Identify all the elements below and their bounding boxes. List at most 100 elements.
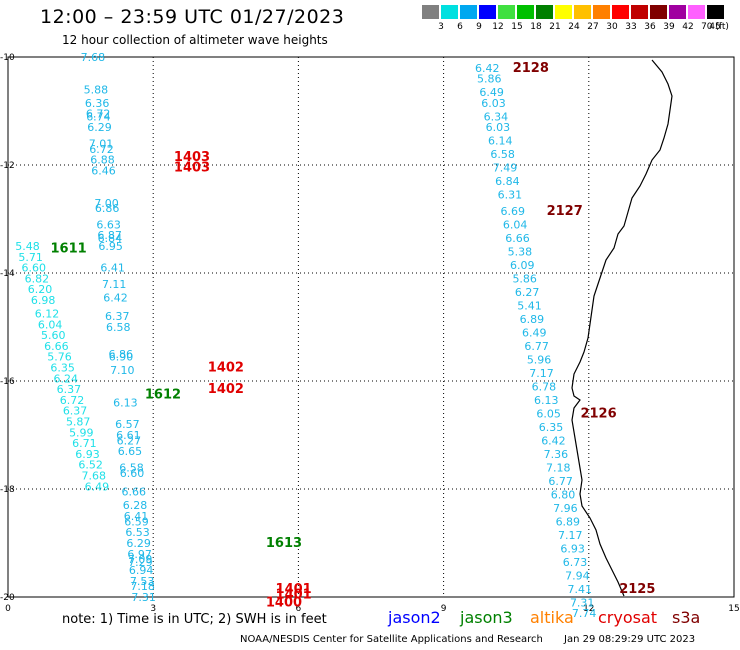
wave-height-label: 6.29 xyxy=(87,121,112,134)
wave-height-label: 7.00 xyxy=(94,197,119,210)
wave-height-label: 6.77 xyxy=(524,340,549,353)
wave-height-label: 6.52 xyxy=(78,459,103,472)
scale-swatch xyxy=(612,5,629,19)
pass-id-label: 1403 xyxy=(174,161,210,176)
wave-height-label: 6.31 xyxy=(498,189,523,202)
wave-height-label: 7.18 xyxy=(546,461,571,474)
wave-height-label: 7.18 xyxy=(130,580,155,593)
scale-label: 33 xyxy=(625,22,637,32)
wave-height-label: 6.37 xyxy=(105,310,129,323)
map-title: 12:00 – 23:59 UTC 01/27/2023 xyxy=(40,6,345,28)
wave-height-label: 5.48 xyxy=(15,240,40,253)
wave-height-label: 6.49 xyxy=(479,86,504,99)
scale-label: 39 xyxy=(663,22,675,32)
scale-label: 18 xyxy=(530,22,542,32)
wave-height-label: 5.87 xyxy=(66,416,91,429)
scale-swatch xyxy=(631,5,648,19)
y-tick-label: -14 xyxy=(0,269,15,279)
wave-height-label: 6.41 xyxy=(124,510,149,523)
scale-swatch xyxy=(669,5,686,19)
wave-height-label: 6.82 xyxy=(25,272,50,285)
y-tick-label: -12 xyxy=(0,161,15,171)
scale-label: 12 xyxy=(492,22,504,32)
x-tick-label: 9 xyxy=(441,604,447,614)
wave-height-label: 6.60 xyxy=(120,467,145,480)
scale-swatch xyxy=(574,5,591,19)
wave-height-label: 7.01 xyxy=(89,137,114,150)
x-tick-label: 15 xyxy=(728,604,739,614)
scale-label: 15 xyxy=(511,22,523,32)
pass-id-label: 1612 xyxy=(145,388,181,403)
wave-height-label: 6.93 xyxy=(560,542,585,555)
wave-height-label: 7.74 xyxy=(572,607,597,620)
x-tick-label: 6 xyxy=(296,604,302,614)
wave-height-label: 6.12 xyxy=(35,308,60,321)
wave-height-label: 6.94 xyxy=(129,564,154,577)
pass-id-label: 2127 xyxy=(547,204,583,219)
wave-height-label: 6.61 xyxy=(116,429,141,442)
wave-height-label: 6.29 xyxy=(126,537,151,550)
satellite-name: jason2 xyxy=(388,608,441,627)
wave-height-label: 6.42 xyxy=(103,291,128,304)
scale-swatch xyxy=(422,5,439,19)
wave-height-label: 6.89 xyxy=(556,515,581,528)
wave-height-label: 6.73 xyxy=(563,556,588,569)
scale-label: 3 xyxy=(438,22,444,32)
wave-height-label: 5.60 xyxy=(41,329,66,342)
scale-swatch xyxy=(536,5,553,19)
footer: NOAA/NESDIS Center for Satellite Applica… xyxy=(240,634,713,645)
scale-label: 27 xyxy=(587,22,599,32)
wave-height-label: 6.41 xyxy=(100,262,125,275)
wave-height-label: 6.66 xyxy=(505,232,530,245)
wave-height-label: 6.97 xyxy=(127,548,152,561)
wave-height-label: 6.71 xyxy=(72,437,97,450)
footer-credit: NOAA/NESDIS Center for Satellite Applica… xyxy=(240,634,543,645)
wave-height-label: 6.35 xyxy=(50,362,75,375)
scale-label: 70 (ft) xyxy=(701,22,729,32)
wave-height-label: 6.86 xyxy=(109,348,133,361)
wave-height-label: 6.37 xyxy=(57,383,82,396)
wave-height-label: 5.41 xyxy=(517,299,542,312)
wave-height-label: 6.69 xyxy=(500,205,525,218)
wave-height-label: 7.41 xyxy=(568,583,593,596)
wave-height-label: 6.37 xyxy=(63,405,88,418)
wave-height-label: 6.53 xyxy=(125,526,149,539)
map-grid xyxy=(8,57,734,597)
wave-height-label: 5.76 xyxy=(47,351,72,364)
wave-height-label: 6.66 xyxy=(122,486,147,499)
wave-height-label: 7.53 xyxy=(130,575,155,588)
scale-swatch xyxy=(650,5,667,19)
axis-ticks: 0 3 6 9 12 15 -10 -12 -14 -16 -18 -20 xyxy=(0,53,740,614)
wave-height-label: 6.87 xyxy=(97,229,122,242)
pass-id-label: 1400 xyxy=(266,595,302,610)
y-tick-label: -20 xyxy=(0,593,15,603)
wave-height-label: 6.89 xyxy=(520,313,545,326)
footer-timestamp: Jan 29 08:29:29 UTC 2023 xyxy=(564,634,696,645)
map-subtitle: 12 hour collection of altimeter wave hei… xyxy=(62,33,328,47)
wave-height-label: 6.27 xyxy=(117,434,141,447)
scale-swatch xyxy=(593,5,610,19)
wave-height-label: 6.09 xyxy=(510,259,535,272)
wave-height-label: 6.84 xyxy=(98,232,123,245)
wave-height-label: 6.36 xyxy=(85,97,110,110)
y-tick-label: -10 xyxy=(0,53,15,63)
wave-height-label: 5.88 xyxy=(84,83,109,96)
wave-height-label: 7.36 xyxy=(544,448,569,461)
wave-height-label: 7.49 xyxy=(493,162,517,175)
wave-height-label: 7.68 xyxy=(82,470,107,483)
wave-height-label: 6.49 xyxy=(85,480,110,493)
wave-height-label: 6.77 xyxy=(548,475,573,488)
scale-label: 45 xyxy=(709,22,721,32)
wave-height-label: 6.78 xyxy=(532,380,557,393)
wave-height-label: 6.04 xyxy=(38,318,63,331)
wave-height-label: 6.24 xyxy=(53,372,78,385)
wave-height-label: 7.68 xyxy=(81,51,106,64)
wave-height-label: 6.72 xyxy=(86,108,111,121)
wave-height-label: 6.58 xyxy=(106,321,131,334)
pass-id-label: 1613 xyxy=(266,536,302,551)
scale-label: 21 xyxy=(549,22,561,32)
wave-height-label: 6.65 xyxy=(118,445,143,458)
map-note: note: 1) Time is in UTC; 2) SWH is in fe… xyxy=(62,612,327,627)
y-tick-label: -18 xyxy=(0,485,15,495)
wave-height-label: 6.42 xyxy=(541,434,566,447)
